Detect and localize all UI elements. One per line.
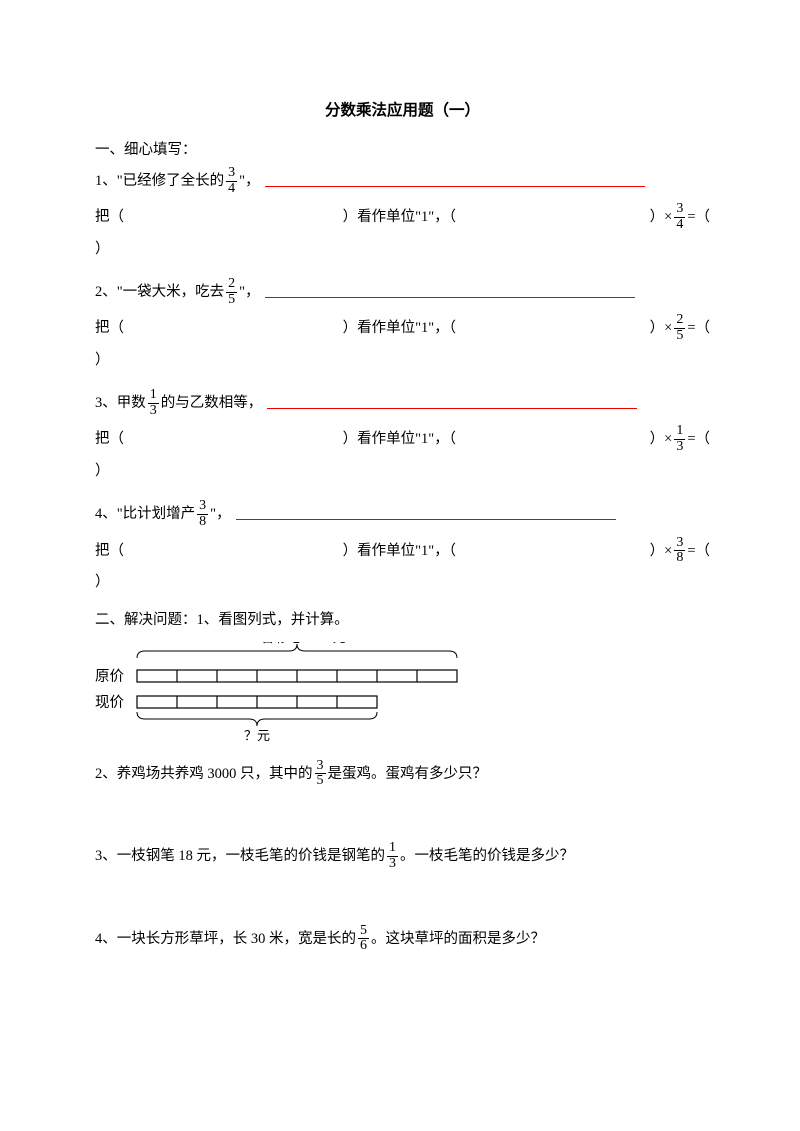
q1-statement: 1、"已经修了全长的 3 4 "， — [95, 166, 710, 196]
q1-close: ） — [95, 239, 710, 259]
problem-4: 4、一块长方形草坪，长 30 米，宽是长的 5 6 。这块草坪的面积是多少？ — [95, 924, 710, 954]
q2-prefix: 2、"一袋大米，吃去 — [95, 282, 224, 302]
q3-answer: 把（ ）看作单位"1"，（ ）× 1 3 =（ — [95, 424, 710, 454]
q1-frac-den: 4 — [226, 181, 237, 197]
section2-heading: 二、解决问题：1、看图列式，并计算。 — [95, 610, 710, 630]
q4-close: ） — [95, 572, 710, 592]
p2-fraction: 3 5 — [315, 759, 326, 789]
q3-prefix: 3、甲数 — [95, 393, 146, 413]
q4-statement: 4、"比计划增产 3 8 "， — [95, 499, 710, 529]
q4-fraction: 3 8 — [197, 499, 208, 529]
q1-fraction: 3 4 — [226, 166, 237, 196]
q1-prefix: 1、"已经修了全长的 — [95, 171, 224, 191]
svg-text:现价: 现价 — [95, 695, 124, 711]
svg-text:一台彩电 2400 元: 一台彩电 2400 元 — [248, 642, 346, 645]
q3-statement: 3、甲数 1 3 的与乙数相等， — [95, 388, 710, 418]
q3-fraction2: 1 3 — [674, 424, 685, 454]
problem-3: 3、一枝钢笔 18 元，一枝毛笔的价钱是钢笔的 1 3 。一枝毛笔的价钱是多少？ — [95, 841, 710, 871]
page-title: 分数乘法应用题（一） — [95, 100, 710, 122]
q3-suffix: 的与乙数相等， — [161, 393, 263, 413]
q2-suffix: "， — [239, 282, 259, 302]
q4-blank-line[interactable] — [236, 508, 616, 520]
q3-fraction: 1 3 — [148, 388, 159, 418]
q4-fraction2: 3 8 — [674, 536, 685, 566]
q3-blank-line[interactable] — [267, 397, 637, 409]
q2-statement: 2、"一袋大米，吃去 2 5 "， — [95, 277, 710, 307]
svg-text:？元: ？元 — [244, 728, 270, 743]
svg-text:原价: 原价 — [95, 669, 124, 685]
p3-fraction: 1 3 — [387, 841, 398, 871]
section1-heading: 一、细心填写： — [95, 140, 710, 160]
q4-answer: 把（ ）看作单位"1"，（ ）× 3 8 =（ — [95, 536, 710, 566]
q4-prefix: 4、"比计划增产 — [95, 504, 195, 524]
q2-answer: 把（ ）看作单位"1"，（ ）× 2 5 =（ — [95, 313, 710, 343]
q1-mid: ）看作单位"1"，（ — [343, 207, 456, 227]
q2-blank-line[interactable] — [265, 286, 635, 298]
q1-eq: =（ — [687, 207, 710, 227]
q2-close: ） — [95, 350, 710, 370]
q2-fraction2: 2 5 — [674, 313, 685, 343]
q1-ba: 把（ — [95, 207, 124, 227]
q3-close: ） — [95, 461, 710, 481]
bar-diagram: 一台彩电 2400 元原价现价 ？元 — [95, 642, 710, 752]
p4-fraction: 5 6 — [358, 924, 369, 954]
q1-fraction2: 3 4 — [674, 202, 685, 232]
q1-blank-line[interactable] — [265, 175, 645, 187]
q2-fraction: 2 5 — [226, 277, 237, 307]
q4-suffix: "， — [210, 504, 230, 524]
q1-mult: ）× — [650, 207, 673, 227]
q1-answer: 把（ ）看作单位"1"，（ ）× 3 4 =（ — [95, 202, 710, 232]
q1-suffix: "， — [239, 171, 259, 191]
problem-2: 2、养鸡场共养鸡 3000 只，其中的 3 5 是蛋鸡。蛋鸡有多少只？ — [95, 759, 710, 789]
q1-frac-num: 3 — [226, 166, 237, 181]
